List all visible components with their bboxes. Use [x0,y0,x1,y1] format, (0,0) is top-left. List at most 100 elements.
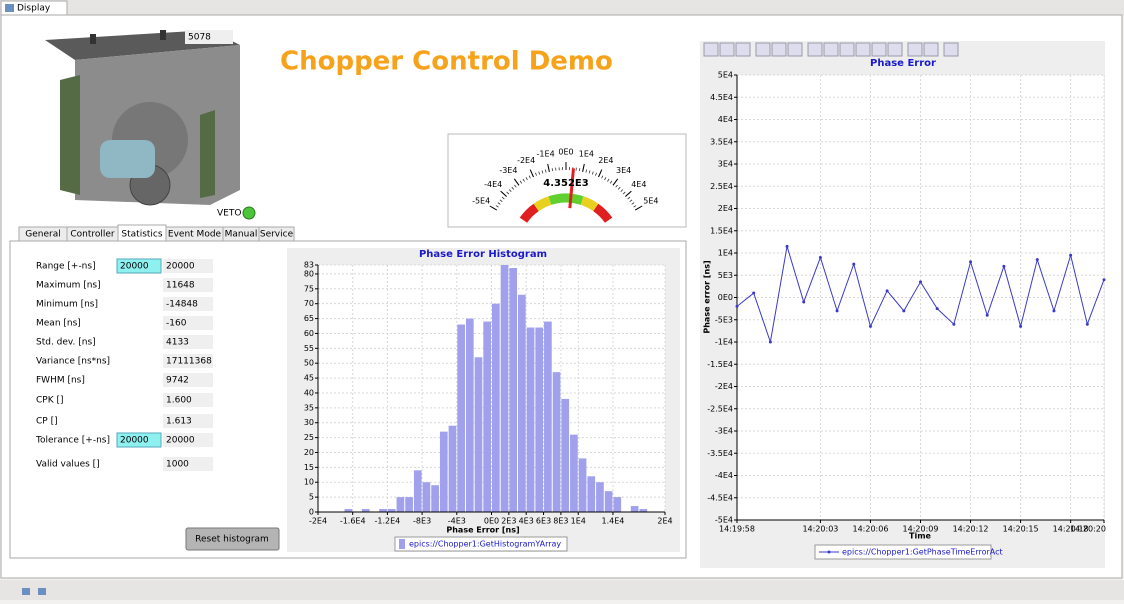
phase-chart-title: Phase Error [870,58,936,69]
y-tick-label: 35 [304,403,314,412]
x-tick-label: 2E4 [657,517,672,526]
tool-button[interactable] [824,43,838,56]
gauge-tick-label: 2E4 [598,156,613,165]
x-tick-label: 2E3 [501,517,516,526]
y-tick-label: 50 [304,359,314,368]
tool-button[interactable] [704,43,718,56]
gauge-minor-tick [579,168,580,171]
y-tick-label: -4.5E4 [707,493,733,502]
histogram-bar [553,372,561,512]
y-tick-label: 60 [304,329,314,338]
series-point [852,263,855,266]
series-point [802,300,805,303]
y-tick-label: 75 [304,284,314,293]
series-point [919,280,922,283]
gauge-tick-label: -3E4 [499,166,517,175]
tool-button[interactable] [856,43,870,56]
tool-button[interactable] [872,43,886,56]
tool-button[interactable] [924,43,938,56]
tab-icon [5,4,14,12]
gauge-tick-label: -2E4 [517,156,535,165]
histogram-bar [414,470,422,512]
histogram-legend-label: epics://Chopper1:GetHistogramYArray [409,540,561,549]
stat-value: 4133 [166,338,189,348]
gauge-tick-label: -4E4 [484,180,502,189]
counter: 5078 [188,33,211,43]
stat-value: -14848 [166,300,198,310]
y-tick-label: 65 [304,314,314,323]
tool-button[interactable] [908,43,922,56]
status-icon [38,588,46,595]
histogram-bar [631,506,639,512]
y-tick-label: 40 [304,388,314,397]
histogram-bar [475,357,483,512]
histogram-bar [561,399,569,512]
stat-label: Std. dev. [ns] [36,338,96,348]
veto-label: VETO [217,209,241,219]
tool-button[interactable] [756,43,770,56]
x-tick-label: 14:20:03 [802,525,838,534]
chart-toolbar [704,43,958,56]
tool-button[interactable] [808,43,822,56]
y-tick-label: -1E4 [715,338,733,347]
stat-label: Variance [ns*ns] [36,357,110,367]
y-tick-label: 83 [304,261,314,270]
veto-led [243,207,255,219]
x-tick-label: 14:20:15 [1003,525,1039,534]
y-tick-label: 5E4 [718,71,733,80]
histogram-bar [535,327,543,512]
tab-label: General [25,230,60,240]
series-point [736,305,739,308]
series-point [952,323,955,326]
tab-label: Controller [70,230,115,240]
series-point [836,309,839,312]
gauge-tick-label: -5E4 [472,197,490,206]
gauge-value: 4.352E3 [543,178,588,189]
histogram-bar [613,497,621,512]
histogram-bar [579,458,587,512]
series-point [986,314,989,317]
gauge-tick-label: 4E4 [631,180,646,189]
series-point [969,260,972,263]
y-tick-label: 10 [304,478,314,487]
histogram-bar [570,435,578,512]
histogram-bar [457,325,465,512]
histogram-bar [423,482,431,512]
tool-button[interactable] [736,43,750,56]
phase-chart-plot [737,75,1104,520]
tool-button[interactable] [888,43,902,56]
y-tick-label: 3.5E4 [710,137,733,146]
tool-button[interactable] [788,43,802,56]
histogram-bar [596,482,604,512]
x-tick-label: 1E4 [571,517,586,526]
histogram-bar [440,432,448,512]
gauge-tick-label: 1E4 [579,150,594,159]
y-tick-label: 2E4 [718,204,733,213]
tool-button[interactable] [840,43,854,56]
y-tick-label: -3.5E4 [707,449,733,458]
legend-point [828,551,831,554]
y-tick-label: 2.5E4 [710,182,733,191]
x-tick-label: 14:19:58 [719,525,755,534]
series-point [1103,278,1106,281]
y-tick-label: 0 [309,508,314,517]
y-tick-label: -2.5E4 [707,404,733,413]
y-tick-label: 1.5E4 [710,226,733,235]
stat-value: 11648 [166,281,195,291]
x-tick-label: 14:20:20 [1070,525,1106,534]
stat-label: Maximum [ns] [36,281,101,291]
gauge-band [550,198,582,201]
x-tick-label: -1.6E4 [340,517,366,526]
y-tick-label: 4E4 [718,115,733,124]
histogram-bar [397,497,405,512]
histogram-title: Phase Error Histogram [419,249,547,260]
y-tick-label: 5 [309,493,314,502]
histogram-bar [483,322,491,512]
histogram-bar [466,319,474,512]
phase-chart-y-label: Phase error [ns] [703,260,712,333]
tool-button[interactable] [944,43,958,56]
tool-button[interactable] [772,43,786,56]
y-tick-label: -1.5E4 [707,360,733,369]
tool-button[interactable] [720,43,734,56]
status-bar [0,580,1124,600]
